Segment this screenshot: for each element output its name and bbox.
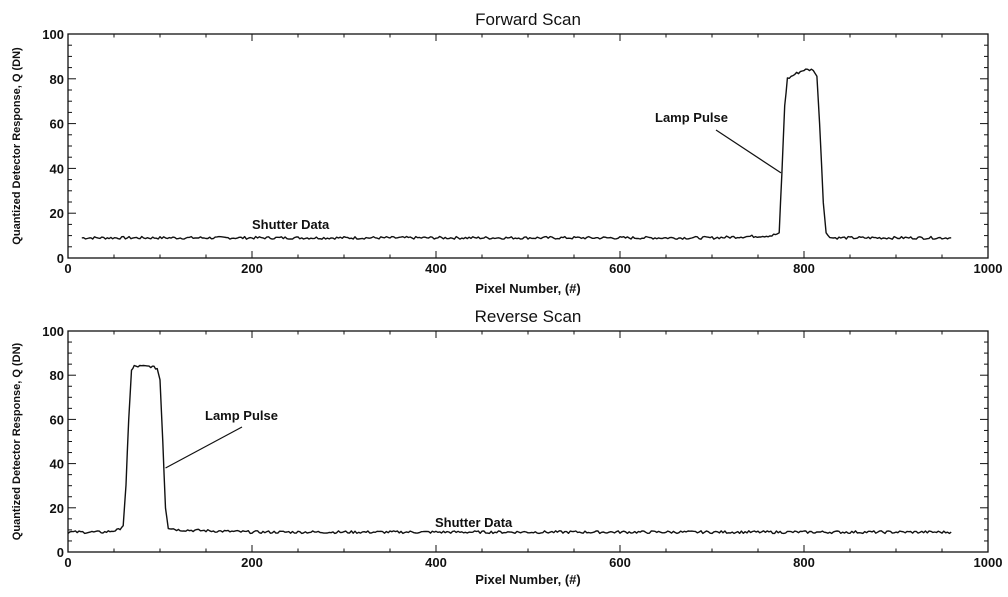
plot-frame [67,33,989,259]
x-tick-label: 400 [425,555,447,570]
lamp-pulse-label: Lamp Pulse [205,408,278,423]
y-axis-label: Quantized Detector Response, Q (DN) [11,47,23,245]
x-tick-label: 0 [64,261,71,276]
data-series-line [81,68,952,240]
lamp-pulse-leader-line [165,426,243,469]
lamp-pulse-leader-line [715,129,782,174]
x-axis-label: Pixel Number, (#) [475,572,580,587]
y-tick-label: 20 [50,501,64,516]
y-tick-label: 60 [50,412,64,427]
shutter-data-label: Shutter Data [252,217,330,232]
y-tick-label: 0 [57,545,64,560]
y-tick-label: 100 [42,324,64,339]
x-tick-label: 1000 [974,261,1003,276]
x-tick-label: 200 [241,555,263,570]
chart-title: Forward Scan [475,10,581,29]
x-tick-label: 800 [793,261,815,276]
y-tick-label: 20 [50,206,64,221]
x-tick-label: 0 [64,555,71,570]
lamp-pulse-label: Lamp Pulse [655,110,728,125]
y-tick-label: 0 [57,251,64,266]
x-tick-label: 1000 [974,555,1003,570]
x-tick-label: 200 [241,261,263,276]
plot-frame [67,330,989,553]
data-series-line [67,364,952,535]
y-tick-label: 80 [50,368,64,383]
x-tick-label: 400 [425,261,447,276]
chart-title: Reverse Scan [475,307,582,326]
shutter-data-label: Shutter Data [435,515,513,530]
y-tick-label: 80 [50,72,64,87]
x-tick-label: 600 [609,261,631,276]
y-tick-label: 100 [42,27,64,42]
y-tick-label: 60 [50,117,64,132]
x-axis-label: Pixel Number, (#) [475,281,580,296]
x-tick-label: 800 [793,555,815,570]
y-tick-label: 40 [50,161,64,176]
x-tick-label: 600 [609,555,631,570]
y-axis-label: Quantized Detector Response, Q (DN) [11,342,23,540]
y-tick-label: 40 [50,457,64,472]
